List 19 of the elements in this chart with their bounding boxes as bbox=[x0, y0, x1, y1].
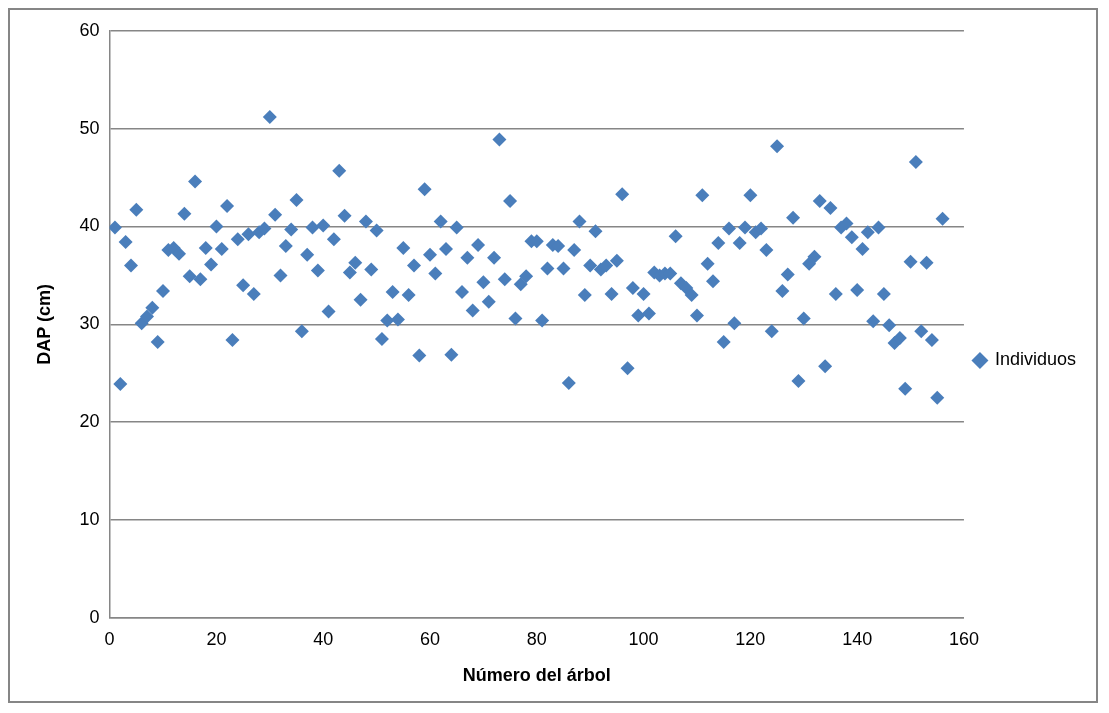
legend-label: Individuos bbox=[994, 349, 1077, 370]
x-tick-label: 80 bbox=[526, 628, 547, 649]
x-tick-label: 100 bbox=[628, 628, 659, 649]
y-axis-title: DAP (cm) bbox=[33, 283, 54, 365]
x-tick-label: 160 bbox=[948, 628, 979, 649]
y-tick-label: 10 bbox=[79, 508, 100, 529]
x-tick-label: 60 bbox=[419, 628, 441, 649]
x-tick-label: 0 bbox=[104, 628, 115, 649]
y-tick-label: 60 bbox=[79, 19, 100, 40]
x-tick-label: 120 bbox=[735, 628, 766, 649]
x-tick-label: 20 bbox=[206, 628, 227, 649]
x-tick-label: 40 bbox=[313, 628, 334, 649]
y-tick-label: 20 bbox=[79, 411, 100, 432]
x-axis-title: Número del árbol bbox=[462, 665, 611, 686]
x-tick-label: 140 bbox=[842, 628, 873, 649]
y-tick-label: 50 bbox=[79, 117, 100, 138]
y-tick-label: 40 bbox=[79, 215, 100, 236]
y-tick-label: 30 bbox=[79, 313, 100, 334]
y-tick-label: 0 bbox=[89, 606, 100, 627]
